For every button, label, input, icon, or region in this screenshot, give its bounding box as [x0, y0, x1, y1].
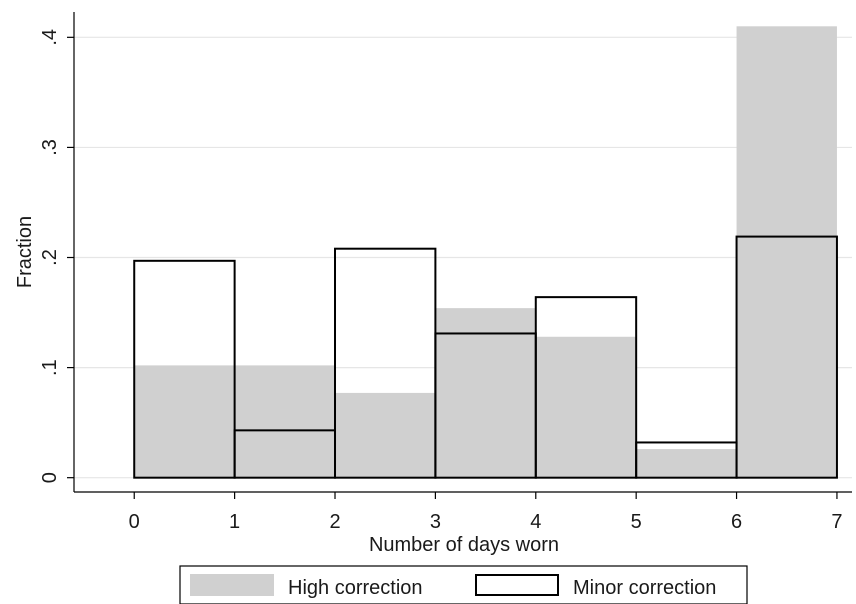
legend-box — [179, 565, 748, 604]
x-tick-label: 4 — [530, 511, 541, 533]
y-ticks: 0 .1 .2 .3 .4 — [39, 29, 74, 483]
y-tick-label: .3 — [39, 139, 61, 156]
x-tick-label: 3 — [430, 511, 441, 533]
x-tick-label: 6 — [731, 511, 742, 533]
bar-high-correction — [134, 365, 235, 478]
legend-label-high: High correction — [288, 577, 423, 599]
x-tick-label: 5 — [631, 511, 642, 533]
legend-label-minor: Minor correction — [573, 577, 716, 599]
bar-high-correction — [636, 449, 737, 478]
y-tick-label: 0 — [39, 472, 61, 483]
x-axis-title: Number of days worn — [369, 534, 559, 556]
legend-swatch-minor — [475, 574, 559, 596]
y-axis-title: Fraction — [14, 216, 36, 288]
bar-high-correction — [335, 392, 436, 478]
y-tick-label: .4 — [39, 29, 61, 46]
minor-correction-bars — [133, 235, 838, 479]
bar-high-correction — [535, 336, 637, 478]
y-tick-label: .1 — [39, 359, 61, 376]
bar-minor-correction — [534, 296, 638, 479]
axes — [73, 12, 852, 493]
legend: High correction Minor correction — [179, 565, 748, 604]
bar-minor-correction — [735, 235, 838, 479]
x-tick-label: 1 — [229, 511, 240, 533]
bar-high-correction — [435, 308, 536, 478]
x-tick-label: 0 — [129, 511, 140, 533]
x-tick-label: 2 — [329, 511, 340, 533]
bar-high-correction — [736, 26, 837, 478]
legend-swatch-high — [190, 574, 274, 596]
x-tick-label: 7 — [831, 511, 842, 533]
bar-high-correction — [234, 365, 336, 478]
bar-minor-correction — [133, 259, 236, 479]
x-ticks: 0 1 2 3 4 5 6 7 — [129, 492, 843, 533]
high-correction-bars — [134, 26, 837, 478]
y-tick-label: .2 — [39, 249, 61, 266]
